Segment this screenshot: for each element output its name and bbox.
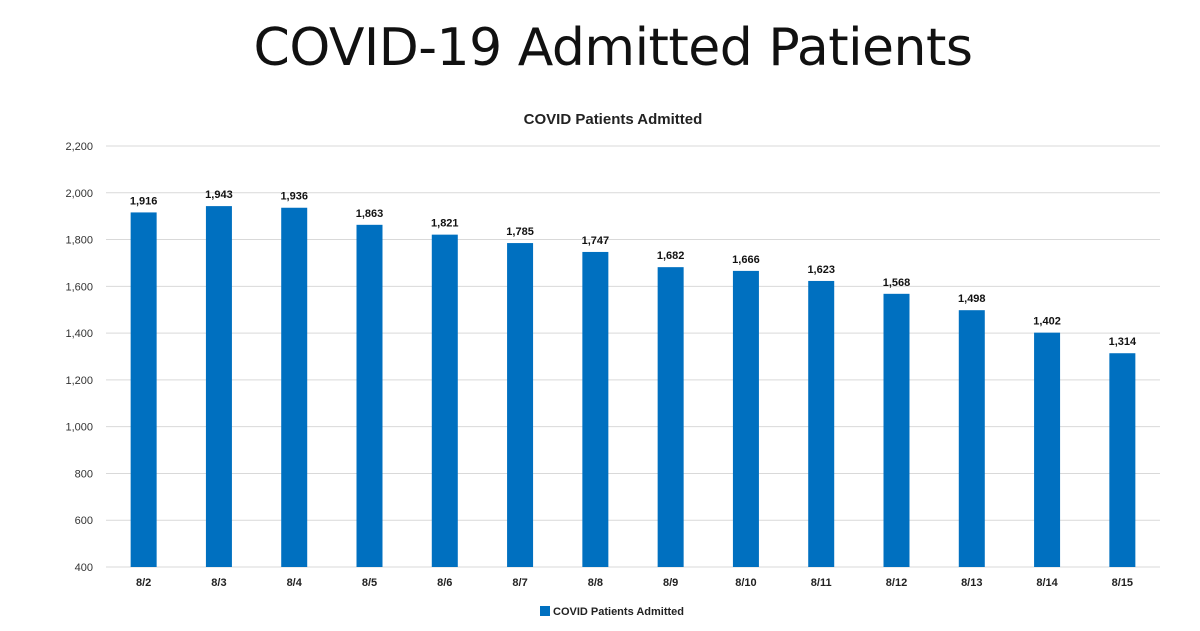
- bar: [808, 280, 835, 567]
- data-label: 1,863: [356, 208, 384, 220]
- data-label: 1,943: [205, 189, 233, 201]
- x-tick-label: 8/5: [362, 577, 377, 589]
- y-tick-label: 600: [75, 515, 93, 527]
- data-label: 1,682: [657, 250, 685, 262]
- y-tick-label: 400: [75, 562, 93, 574]
- y-tick-label: 1,600: [65, 281, 93, 293]
- bar: [732, 270, 759, 567]
- bar: [883, 293, 910, 567]
- data-label: 1,747: [582, 235, 610, 247]
- y-tick-label: 1,000: [65, 422, 93, 434]
- data-label: 1,623: [807, 264, 835, 276]
- x-tick-label: 8/6: [437, 577, 452, 589]
- bar: [356, 224, 383, 567]
- x-tick-label: 8/11: [811, 577, 832, 589]
- data-label: 1,498: [958, 293, 986, 305]
- data-label: 1,666: [732, 254, 760, 266]
- x-tick-label: 8/10: [735, 577, 756, 589]
- y-axis-ticks: 400 600 800 1,000 1,200 1,400 1,600 1,800 2,000 2…: [65, 141, 93, 574]
- bar: [281, 207, 308, 567]
- y-tick-label: 2,000: [65, 188, 93, 200]
- bar: [130, 212, 157, 567]
- y-tick-label: 1,200: [65, 375, 93, 387]
- chart-title: COVID Patients Admitted: [524, 111, 703, 128]
- x-tick-label: 8/4: [287, 577, 303, 589]
- x-tick-label: 8/15: [1112, 577, 1133, 589]
- bar: [205, 206, 232, 568]
- data-label: 1,916: [130, 195, 158, 207]
- y-tick-label: 800: [75, 468, 93, 480]
- data-label: 1,785: [506, 226, 534, 238]
- bars: [130, 206, 1136, 568]
- bar: [1034, 332, 1061, 567]
- data-labels: 1,916 1,943 1,936 1,863 1,821 1,785 1,747 1,682…: [130, 189, 1137, 348]
- legend-swatch: [540, 606, 550, 616]
- slide-title: COVID-19 Admitted Patients: [253, 18, 973, 78]
- x-tick-label: 8/8: [588, 577, 603, 589]
- bar: [582, 251, 609, 567]
- data-label: 1,402: [1033, 316, 1061, 328]
- x-axis-ticks: 8/2 8/3 8/4 8/5 8/6 8/7 8/8 8/9 8/10 8/11 8/12 8/13…: [136, 577, 1133, 589]
- bar: [507, 243, 534, 567]
- x-tick-label: 8/13: [961, 577, 982, 589]
- x-tick-label: 8/12: [886, 577, 907, 589]
- data-label: 1,314: [1109, 336, 1137, 348]
- x-tick-label: 8/3: [211, 577, 226, 589]
- bar: [1109, 353, 1136, 567]
- data-label: 1,821: [431, 218, 459, 230]
- y-tick-label: 1,400: [65, 328, 93, 340]
- legend-label: COVID Patients Admitted: [553, 606, 684, 618]
- x-tick-label: 8/14: [1036, 577, 1058, 589]
- legend: COVID Patients Admitted: [540, 606, 684, 618]
- gridlines: [106, 145, 1160, 568]
- x-tick-label: 8/7: [512, 577, 527, 589]
- y-tick-label: 2,200: [65, 141, 93, 153]
- y-tick-label: 1,800: [65, 235, 93, 247]
- bar: [958, 310, 985, 567]
- data-label: 1,936: [280, 191, 308, 203]
- x-tick-label: 8/2: [136, 577, 151, 589]
- x-tick-label: 8/9: [663, 577, 678, 589]
- bar: [431, 234, 458, 567]
- data-label: 1,568: [883, 277, 911, 289]
- bar: [657, 267, 684, 567]
